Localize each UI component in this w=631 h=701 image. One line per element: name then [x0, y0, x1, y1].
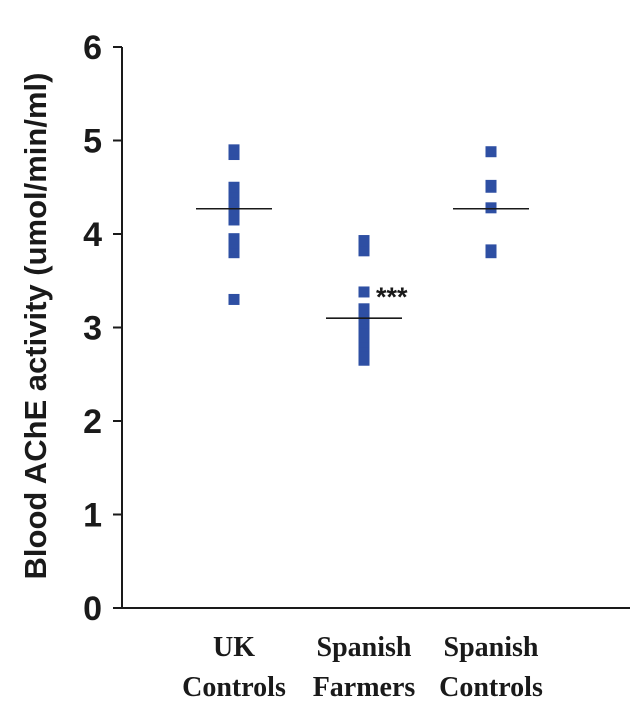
data-point — [228, 144, 240, 156]
axes — [121, 47, 630, 609]
data-point — [358, 286, 370, 298]
data-point — [358, 350, 370, 362]
y-tick-label: 4 — [83, 216, 102, 254]
x-tick-label: Controls — [439, 672, 543, 701]
annotations: *** — [376, 282, 408, 312]
x-tick-label: Spanish — [444, 632, 539, 663]
data-point — [485, 202, 497, 214]
data-point — [228, 233, 240, 245]
significance-annotation: *** — [376, 282, 408, 312]
data-point — [485, 146, 497, 158]
data-point — [228, 181, 240, 193]
y-axis-label: Blood AChE activity (umol/min/ml) — [18, 73, 53, 580]
data-point — [485, 244, 497, 256]
data-points — [228, 144, 497, 366]
data-point — [358, 245, 370, 257]
x-tick-label: UK — [213, 632, 255, 663]
data-point — [358, 303, 370, 315]
data-point — [485, 179, 497, 191]
y-tick-label: 3 — [83, 310, 102, 348]
data-point — [358, 235, 370, 247]
data-point — [228, 293, 240, 305]
x-tick-label: Spanish — [317, 632, 412, 663]
y-tick-label: 5 — [83, 123, 102, 161]
y-tick-label: 0 — [83, 590, 102, 628]
mean-lines — [196, 207, 529, 319]
y-tick-label: 1 — [83, 497, 102, 535]
y-tick-label: 2 — [83, 403, 102, 441]
x-tick-label: Farmers — [313, 672, 416, 701]
x-tick-label: Controls — [182, 672, 286, 701]
data-point — [228, 209, 240, 221]
x-tick-labels: UK Controls Spanish Farmers Spanish Controls — [182, 632, 543, 701]
y-tick-label: 6 — [83, 29, 102, 67]
y-ticks: 0 1 2 3 4 5 6 — [83, 29, 122, 628]
